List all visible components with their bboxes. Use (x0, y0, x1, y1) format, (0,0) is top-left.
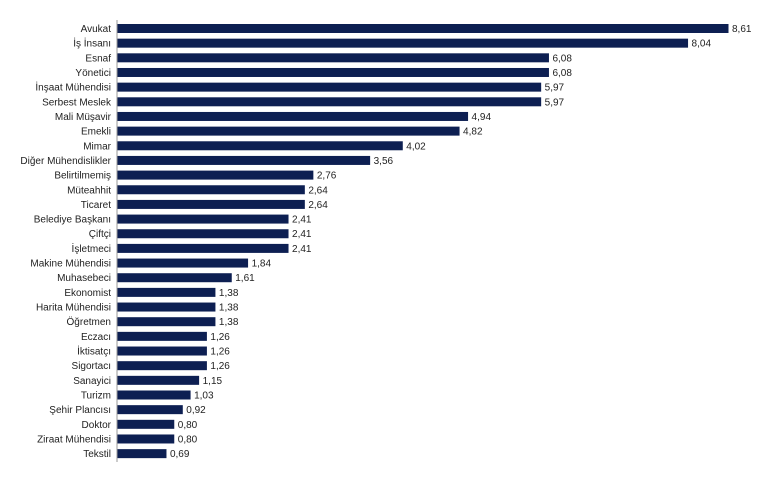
bar (117, 390, 191, 400)
value-label: 8,04 (692, 39, 712, 50)
value-label: 1,26 (210, 332, 230, 343)
value-label: 1,15 (203, 376, 223, 387)
value-label: 1,26 (210, 347, 230, 358)
value-label: 1,26 (210, 361, 230, 372)
value-labels-group: 8,61 8,04 6,08 6,08 5,97 5,97 4,94 4,82 4,02 3,56… (170, 24, 752, 460)
bar (117, 199, 305, 209)
category-label: Öğretmen (67, 316, 111, 328)
category-label: Sanayici (73, 376, 111, 387)
value-label: 5,97 (545, 97, 565, 108)
value-label: 2,64 (308, 185, 328, 196)
bar (117, 317, 216, 327)
category-label: Esnaf (85, 53, 111, 64)
category-label: İktisatçı (77, 345, 111, 358)
value-label: 0,80 (178, 420, 198, 431)
bars-group (117, 24, 729, 459)
value-label: 1,61 (235, 273, 255, 284)
bar (117, 331, 207, 341)
category-label: İş İnsanı (73, 37, 111, 50)
value-label: 4,94 (472, 112, 492, 123)
category-label: Ticaret (81, 200, 111, 211)
value-label: 2,64 (308, 200, 328, 211)
value-label: 0,69 (170, 449, 190, 460)
category-label: Sigortacı (72, 361, 111, 372)
bar (117, 141, 403, 151)
category-label: Belediye Başkanı (34, 215, 111, 226)
bar (117, 214, 289, 224)
bar (117, 24, 729, 33)
category-label: Harita Mühendisi (36, 303, 111, 314)
category-label: Diğer Mühendislikler (20, 156, 111, 167)
category-label: İşletmeci (72, 242, 111, 255)
category-label: Serbest Meslek (42, 97, 112, 108)
value-label: 6,08 (552, 53, 572, 64)
bar (117, 82, 542, 92)
category-label: Yönetici (75, 68, 111, 79)
category-label: Doktor (82, 420, 112, 431)
value-label: 1,38 (219, 317, 239, 328)
category-label: Şehir Plancısı (49, 405, 111, 416)
bar (117, 53, 549, 63)
bar (117, 111, 469, 121)
category-label: İnşaat Mühendisi (35, 81, 111, 94)
bar (117, 375, 200, 385)
category-labels-group: Avukat İş İnsanı Esnaf Yönetici İnşaat Mühen… (20, 24, 112, 460)
category-label: Mimar (83, 141, 111, 152)
bar (117, 97, 542, 107)
bar (117, 126, 460, 136)
category-label: Makine Mühendisi (30, 259, 111, 270)
category-label: Emekli (81, 127, 111, 138)
category-label: Müteahhit (67, 185, 111, 196)
value-label: 1,03 (194, 391, 214, 402)
bar (117, 287, 216, 297)
category-label: Turizm (81, 391, 111, 402)
value-label: 2,41 (292, 244, 312, 255)
value-label: 8,61 (732, 24, 752, 35)
category-label: Muhasebeci (57, 273, 111, 284)
value-label: 4,02 (406, 141, 426, 152)
bar (117, 405, 183, 415)
bar (117, 229, 289, 239)
category-label: Eczacı (81, 332, 111, 343)
bar (117, 346, 207, 356)
category-label: Avukat (81, 24, 112, 35)
value-label: 1,38 (219, 288, 239, 299)
value-label: 5,97 (545, 83, 565, 94)
category-label: Mali Müşavir (55, 112, 112, 123)
bar (117, 361, 207, 371)
bar (117, 185, 305, 195)
bar (117, 243, 289, 253)
bar (117, 273, 232, 283)
value-label: 1,84 (252, 259, 272, 270)
category-label: Belirtilmemiş (54, 171, 111, 182)
category-label: Çiftçi (89, 229, 111, 240)
value-label: 2,76 (317, 171, 337, 182)
value-label: 0,92 (186, 405, 206, 416)
bar (117, 67, 549, 77)
category-label: Ziraat Mühendisi (37, 434, 111, 445)
value-label: 2,41 (292, 215, 312, 226)
category-label: Tekstil (83, 449, 111, 460)
value-label: 4,82 (463, 127, 483, 138)
bar (117, 155, 371, 165)
bar (117, 419, 175, 429)
bar (117, 38, 689, 48)
value-label: 3,56 (374, 156, 394, 167)
bar (117, 170, 314, 180)
category-label: Ekonomist (64, 288, 111, 299)
bar (117, 302, 216, 312)
bar (117, 258, 249, 268)
value-label: 2,41 (292, 229, 312, 240)
value-label: 6,08 (552, 68, 572, 79)
value-label: 0,80 (178, 434, 198, 445)
bar (117, 449, 167, 459)
value-label: 1,38 (219, 303, 239, 314)
bar (117, 434, 175, 444)
